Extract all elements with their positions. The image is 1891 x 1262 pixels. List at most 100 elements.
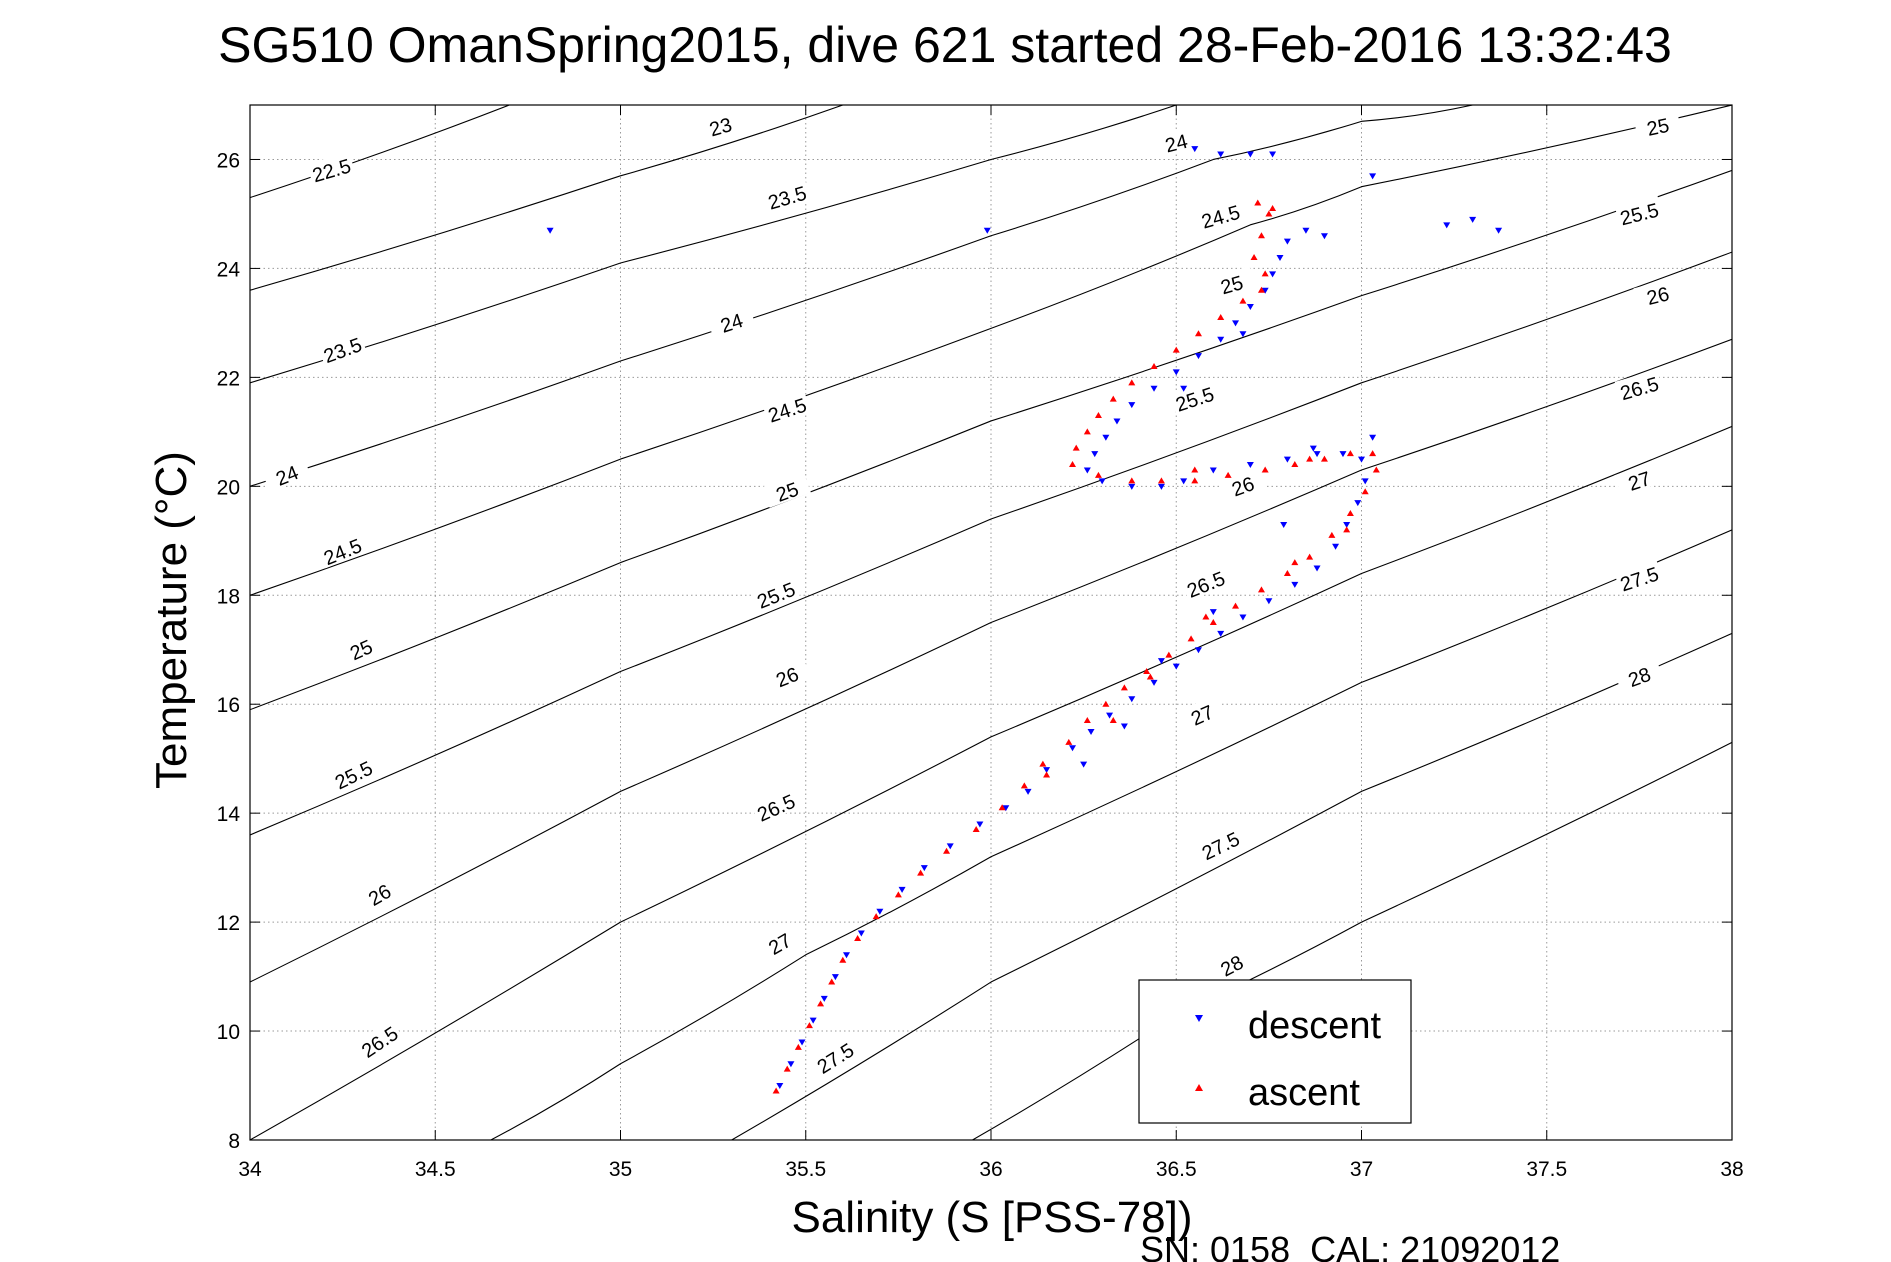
legend-descent-label: descent (1248, 1005, 1382, 1047)
contour-label: 26.5 (750, 786, 800, 827)
ascent-point (1143, 668, 1151, 675)
descent-point (1172, 663, 1180, 670)
y-tick-label: 24 (217, 258, 241, 281)
descent-point (1332, 543, 1340, 550)
descent-point (1309, 445, 1317, 452)
x-tick-label: 34 (238, 1158, 262, 1181)
contour-label-bg (1195, 198, 1245, 232)
contour-line-25 (250, 169, 1732, 711)
contour-label: 28 (1614, 657, 1664, 693)
ascent-point (1191, 466, 1199, 473)
ascent-point (1369, 450, 1377, 457)
legend-ascent-marker (1195, 1084, 1203, 1091)
contour-label: 25.5 (328, 753, 378, 794)
descent-point (1157, 658, 1165, 665)
descent-point (1313, 451, 1321, 458)
contour-label: 27.5 (1195, 824, 1245, 865)
descent-point (1128, 483, 1136, 490)
y-tick-label: 10 (217, 1021, 240, 1044)
contour-label-text: 24.5 (1199, 202, 1242, 234)
series-ascent (772, 199, 1380, 1094)
descent-point (1246, 151, 1254, 158)
contour-label: 24.5 (762, 390, 811, 428)
contour-label-bg (1633, 277, 1682, 310)
ascent-point (917, 869, 925, 876)
contour-line-23 (250, 105, 843, 291)
contour-label: 25 (335, 628, 385, 667)
contour-label-text: 23.5 (766, 183, 809, 215)
ascent-point (1361, 488, 1369, 495)
contour-label-bg (261, 455, 311, 493)
descent-point (1150, 679, 1158, 686)
ascent-point (1291, 461, 1299, 468)
contour-label-text: 24.5 (766, 395, 810, 428)
descent-point (1217, 630, 1225, 637)
ascent-point (1265, 210, 1273, 217)
descent-point (1043, 767, 1051, 774)
y-tick-label: 18 (217, 585, 240, 608)
contour-label-bg (354, 1018, 403, 1062)
contour-label-text: 26.5 (1618, 373, 1661, 405)
contour-line-22.5 (250, 105, 510, 199)
y-tick-label: 16 (217, 694, 240, 717)
contour-label: 25 (1207, 266, 1256, 300)
ascent-point (794, 1043, 802, 1050)
contour-label: 25.5 (1614, 196, 1663, 230)
ascent-point (1261, 270, 1269, 277)
descent-point (1283, 238, 1291, 245)
descent-point (1261, 287, 1269, 294)
ascent-point (1257, 586, 1265, 593)
contour-label: 23.5 (317, 330, 367, 368)
descent-point (1128, 402, 1136, 409)
x-tick-label: 36 (979, 1158, 1002, 1181)
contour-label-bg (809, 1035, 859, 1078)
contour-label-bg (1614, 196, 1663, 229)
contour-label-bg (1614, 369, 1664, 403)
descent-point (1024, 788, 1032, 795)
ascent-point (1069, 461, 1077, 468)
descent-point (1194, 353, 1202, 360)
ascent-point (1083, 428, 1091, 435)
descent-point (1157, 483, 1165, 490)
descent-point (1150, 385, 1158, 392)
descent-point (1291, 581, 1299, 588)
descent-point (1002, 805, 1010, 812)
descent-point (1120, 723, 1128, 730)
y-axis-label: Temperature (°C) (147, 451, 196, 789)
descent-point (1276, 255, 1284, 262)
descent-point (776, 1083, 784, 1090)
contour-label: 25 (1633, 109, 1682, 141)
contour-label: 27.5 (1614, 559, 1664, 596)
descent-point (1369, 434, 1377, 441)
x-tick-label: 34.5 (415, 1158, 456, 1181)
descent-point (1098, 478, 1106, 485)
descent-point (843, 952, 851, 959)
contour-label: 24 (1151, 125, 1200, 157)
descent-point (1443, 222, 1451, 229)
descent-point (857, 930, 865, 937)
x-tick-label: 35 (609, 1158, 632, 1181)
contour-label-bg (1614, 559, 1664, 595)
contour-label: 24.5 (317, 531, 367, 570)
ascent-point (1346, 450, 1354, 457)
descent-point (1102, 434, 1110, 441)
descent-point (1091, 451, 1099, 458)
ascent-point (943, 847, 951, 854)
descent-point (976, 821, 984, 828)
descent-point (1280, 521, 1288, 528)
x-tick-label: 36.5 (1156, 1158, 1197, 1181)
ascent-point (1191, 477, 1199, 484)
descent-point (1217, 336, 1225, 343)
contour-label-bg (328, 753, 378, 793)
contour-label: 26.5 (354, 1018, 403, 1063)
descent-point (809, 1017, 817, 1024)
descent-point (1191, 146, 1199, 153)
ascent-point (1094, 412, 1102, 418)
contour-label: 26 (354, 872, 404, 914)
ascent-point (1150, 362, 1158, 369)
ascent-point (1261, 466, 1269, 473)
ascent-point (998, 804, 1006, 811)
descent-point (1354, 500, 1362, 507)
contour-line-28 (972, 741, 1732, 1140)
ascent-point (828, 978, 836, 985)
